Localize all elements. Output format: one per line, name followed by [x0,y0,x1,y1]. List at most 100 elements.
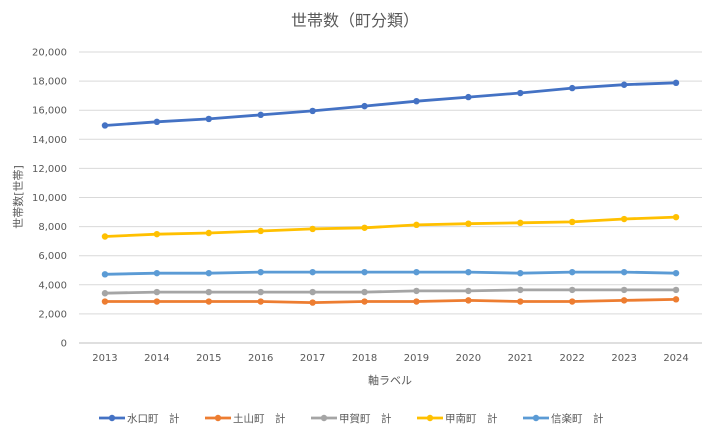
series-1 [101,79,680,129]
data-point [413,268,420,276]
data-point [153,230,161,238]
data-point [465,268,472,276]
data-point [413,287,420,295]
series-line [103,288,678,295]
data-point [620,286,628,294]
data-point [101,233,109,240]
y-tick-label: 10,000 [32,193,67,204]
series-line [103,81,678,127]
data-point [153,288,161,296]
series-4 [101,213,680,240]
series [101,79,680,306]
x-tick-label: 2024 [663,353,688,364]
data-point [569,298,576,305]
legend-marker [108,414,116,422]
y-tick-label: 4,000 [38,280,67,291]
data-point [620,297,628,304]
legend-item: 甲南町 計 [417,412,498,425]
data-point [569,218,576,226]
data-point [517,286,524,294]
data-point [257,298,264,305]
data-point [205,115,212,123]
y-axis-ticks: 0 2,000 4,000 6,000 8,000 10,000 12,000 14,000 1… [32,48,67,350]
x-tick-label: 2014 [144,353,169,364]
series-2 [101,296,680,306]
series-line [103,297,678,305]
data-point [153,269,161,277]
legend-item: 信楽町 計 [523,412,604,425]
data-point [465,287,472,295]
legend-marker [214,414,222,422]
data-point [672,286,680,294]
data-point [361,224,368,231]
data-point [465,93,472,101]
legend-item: 甲賀町 計 [311,412,392,425]
data-point [309,225,316,233]
x-axis-title: 軸ラベル [368,373,412,387]
data-point [101,290,109,297]
data-point [361,268,368,276]
x-tick-label: 2016 [248,353,273,364]
data-point [101,298,109,305]
y-tick-label: 18,000 [32,77,67,88]
data-point [257,111,264,119]
y-tick-label: 8,000 [38,222,67,233]
data-point [257,268,264,276]
y-tick-label: 20,000 [32,48,67,59]
data-point [257,227,264,235]
data-point [620,215,628,223]
series-line [103,215,678,238]
series-line [103,270,678,276]
x-tick-label: 2019 [404,353,429,364]
data-point [309,299,316,306]
data-point [361,102,368,110]
x-tick-label: 2018 [352,353,377,364]
y-axis-title: 世帯数[世帯] [12,165,25,229]
y-tick-label: 12,000 [32,164,67,175]
legend-marker [532,414,540,422]
x-tick-label: 2020 [456,353,481,364]
chart-title: 世帯数（町分類） [291,11,419,30]
data-point [153,118,161,126]
data-point [569,84,576,92]
y-tick-label: 6,000 [38,251,67,262]
data-point [309,288,316,296]
legend: 水口町 計 土山町 計 甲賀町 計 甲南町 計 信楽町 計 [99,412,604,425]
data-point [569,286,576,294]
data-point [465,297,472,304]
legend-marker [426,414,434,422]
data-point [205,269,212,277]
legend-item: 水口町 計 [99,412,180,425]
data-point [205,229,212,237]
data-point [672,79,680,87]
data-point [517,219,524,227]
data-point [517,89,524,97]
x-tick-label: 2013 [92,353,117,364]
legend-label: 水口町 計 [127,412,180,425]
data-point [569,268,576,276]
data-point [413,221,420,229]
data-point [465,220,472,227]
legend-label: 信楽町 計 [551,412,604,425]
data-point [257,288,264,296]
legend-label: 甲南町 計 [445,412,498,425]
data-point [413,298,420,305]
data-point [309,268,316,276]
y-tick-label: 14,000 [32,135,67,146]
data-point [672,269,680,277]
y-tick-label: 16,000 [32,106,67,117]
x-tick-label: 2015 [196,353,221,364]
gridlines [79,51,702,315]
y-tick-label: 0 [61,339,67,350]
data-point [672,296,680,303]
data-point [205,298,212,305]
legend-marker [320,414,328,422]
x-axis-ticks: 2013 2014 2015 2016 2017 2018 2019 2020 2021 2022… [92,353,689,364]
data-point [672,213,680,221]
data-point [517,269,524,277]
data-point [205,288,212,296]
data-point [309,107,316,115]
series-5 [101,268,680,278]
data-point [361,288,368,296]
data-point [620,268,628,276]
